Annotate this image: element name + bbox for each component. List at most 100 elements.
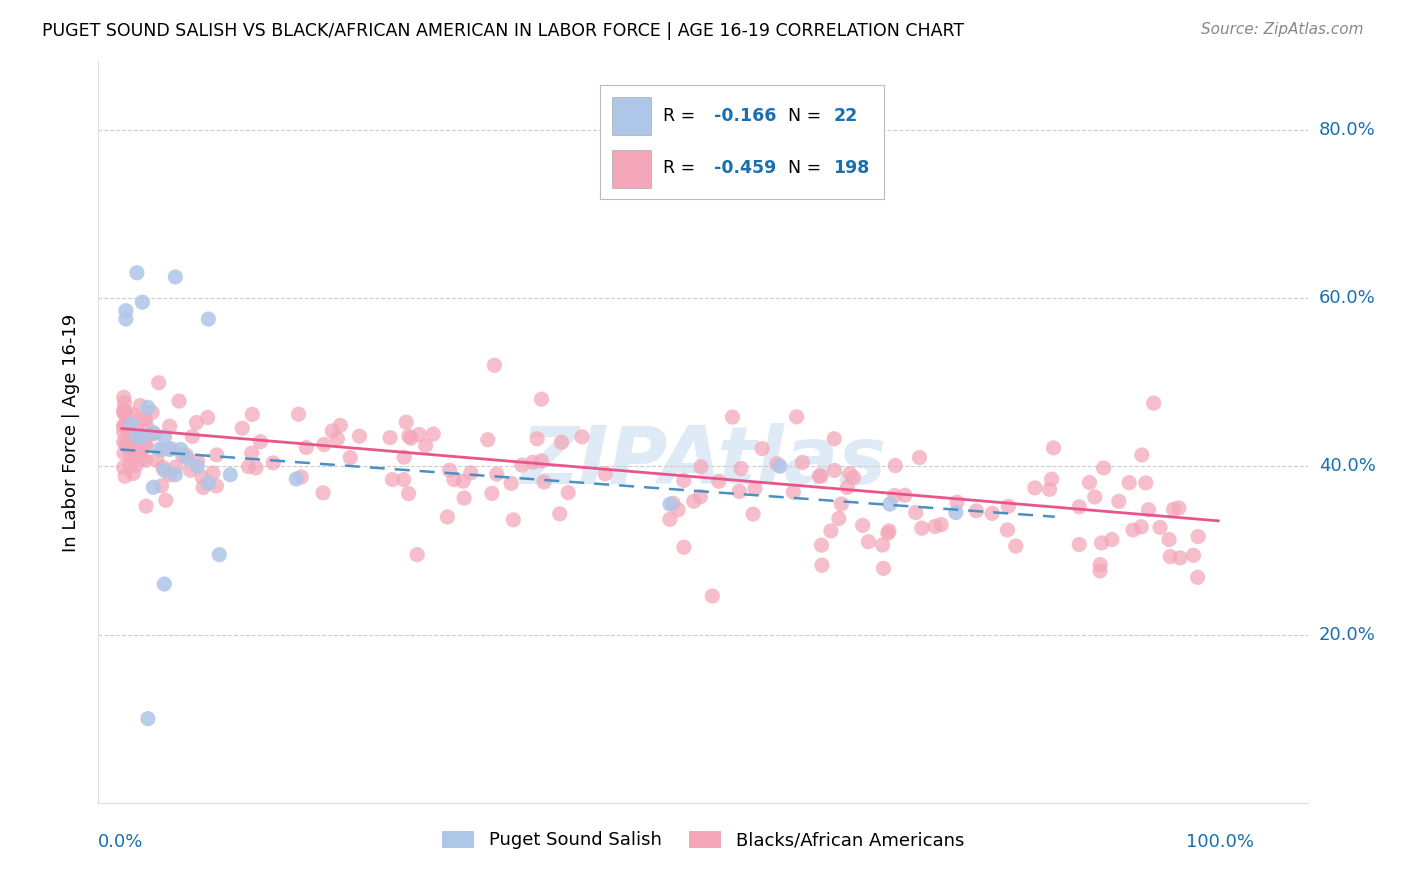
Point (117, 442, 139, 456)
Point (114, 395, 136, 409)
Point (170, 442, 193, 457)
Point (965, 504, 987, 518)
Point (392, 473, 415, 487)
Point (131, 295, 153, 310)
Point (122, 467, 145, 481)
Point (451, 474, 474, 488)
Point (1108, 494, 1130, 508)
Text: 100.0%: 100.0% (1185, 833, 1254, 851)
Point (349, 429, 371, 443)
Point (153, 463, 176, 477)
Point (186, 416, 208, 430)
Point (877, 524, 900, 538)
Point (115, 405, 138, 419)
Point (240, 408, 263, 422)
Point (477, 433, 499, 447)
Point (186, 454, 208, 468)
Point (884, 458, 907, 473)
Point (165, 467, 187, 482)
Text: PUGET SOUND SALISH VS BLACK/AFRICAN AMERICAN IN LABOR FORCE | AGE 16-19 CORRELAT: PUGET SOUND SALISH VS BLACK/AFRICAN AMER… (42, 22, 965, 40)
Point (160, 442, 183, 456)
Point (728, 484, 751, 499)
Point (131, 430, 153, 444)
Point (792, 455, 814, 469)
Text: 80.0%: 80.0% (1319, 120, 1375, 139)
Point (830, 497, 852, 511)
Point (134, 412, 156, 426)
Point (159, 442, 181, 457)
Point (945, 506, 967, 520)
Point (141, 405, 163, 419)
Point (662, 496, 685, 510)
Point (167, 394, 190, 409)
Point (842, 471, 865, 485)
Point (135, 453, 157, 467)
Point (381, 473, 404, 487)
Point (120, 442, 142, 456)
Point (114, 419, 136, 434)
Point (1187, 530, 1209, 544)
Point (1143, 396, 1166, 410)
Point (1168, 550, 1191, 565)
Point (127, 425, 149, 439)
Point (1084, 490, 1107, 504)
Point (197, 476, 219, 491)
Point (114, 409, 136, 423)
Point (1078, 475, 1101, 490)
Point (398, 486, 420, 500)
Point (422, 427, 444, 442)
Point (287, 407, 309, 421)
Point (131, 452, 153, 467)
Point (1157, 533, 1180, 547)
Point (165, 270, 187, 285)
Point (145, 453, 167, 467)
Point (115, 436, 138, 450)
Point (751, 442, 773, 456)
Point (443, 473, 465, 487)
Point (135, 418, 157, 433)
Point (125, 458, 148, 473)
Point (1038, 483, 1060, 497)
Point (689, 459, 711, 474)
Text: 40.0%: 40.0% (1319, 458, 1375, 475)
Point (550, 435, 572, 450)
Point (530, 454, 553, 468)
Point (571, 430, 593, 444)
Point (689, 490, 711, 504)
Point (186, 459, 208, 474)
Point (1004, 539, 1026, 553)
Point (208, 548, 231, 562)
Point (129, 439, 152, 453)
Point (1130, 520, 1153, 534)
Point (231, 421, 253, 435)
Point (202, 466, 225, 480)
Point (1088, 564, 1111, 578)
Point (112, 406, 135, 420)
Point (142, 425, 165, 440)
Point (219, 467, 242, 482)
Point (548, 507, 571, 521)
Point (453, 491, 475, 505)
Point (321, 424, 343, 438)
Point (129, 412, 152, 426)
Point (1090, 536, 1112, 550)
Point (197, 410, 219, 425)
Point (159, 419, 181, 434)
Point (395, 415, 418, 429)
Point (399, 431, 422, 445)
Point (406, 548, 429, 562)
Point (112, 460, 135, 475)
Point (530, 392, 553, 406)
Point (658, 512, 681, 526)
Point (522, 455, 544, 469)
Point (136, 712, 159, 726)
Text: 60.0%: 60.0% (1319, 289, 1375, 307)
Point (176, 450, 198, 465)
Point (181, 429, 204, 443)
Point (197, 312, 219, 326)
Point (172, 448, 194, 462)
Point (115, 436, 138, 450)
Point (1130, 448, 1153, 462)
Point (191, 470, 214, 484)
Point (879, 497, 901, 511)
